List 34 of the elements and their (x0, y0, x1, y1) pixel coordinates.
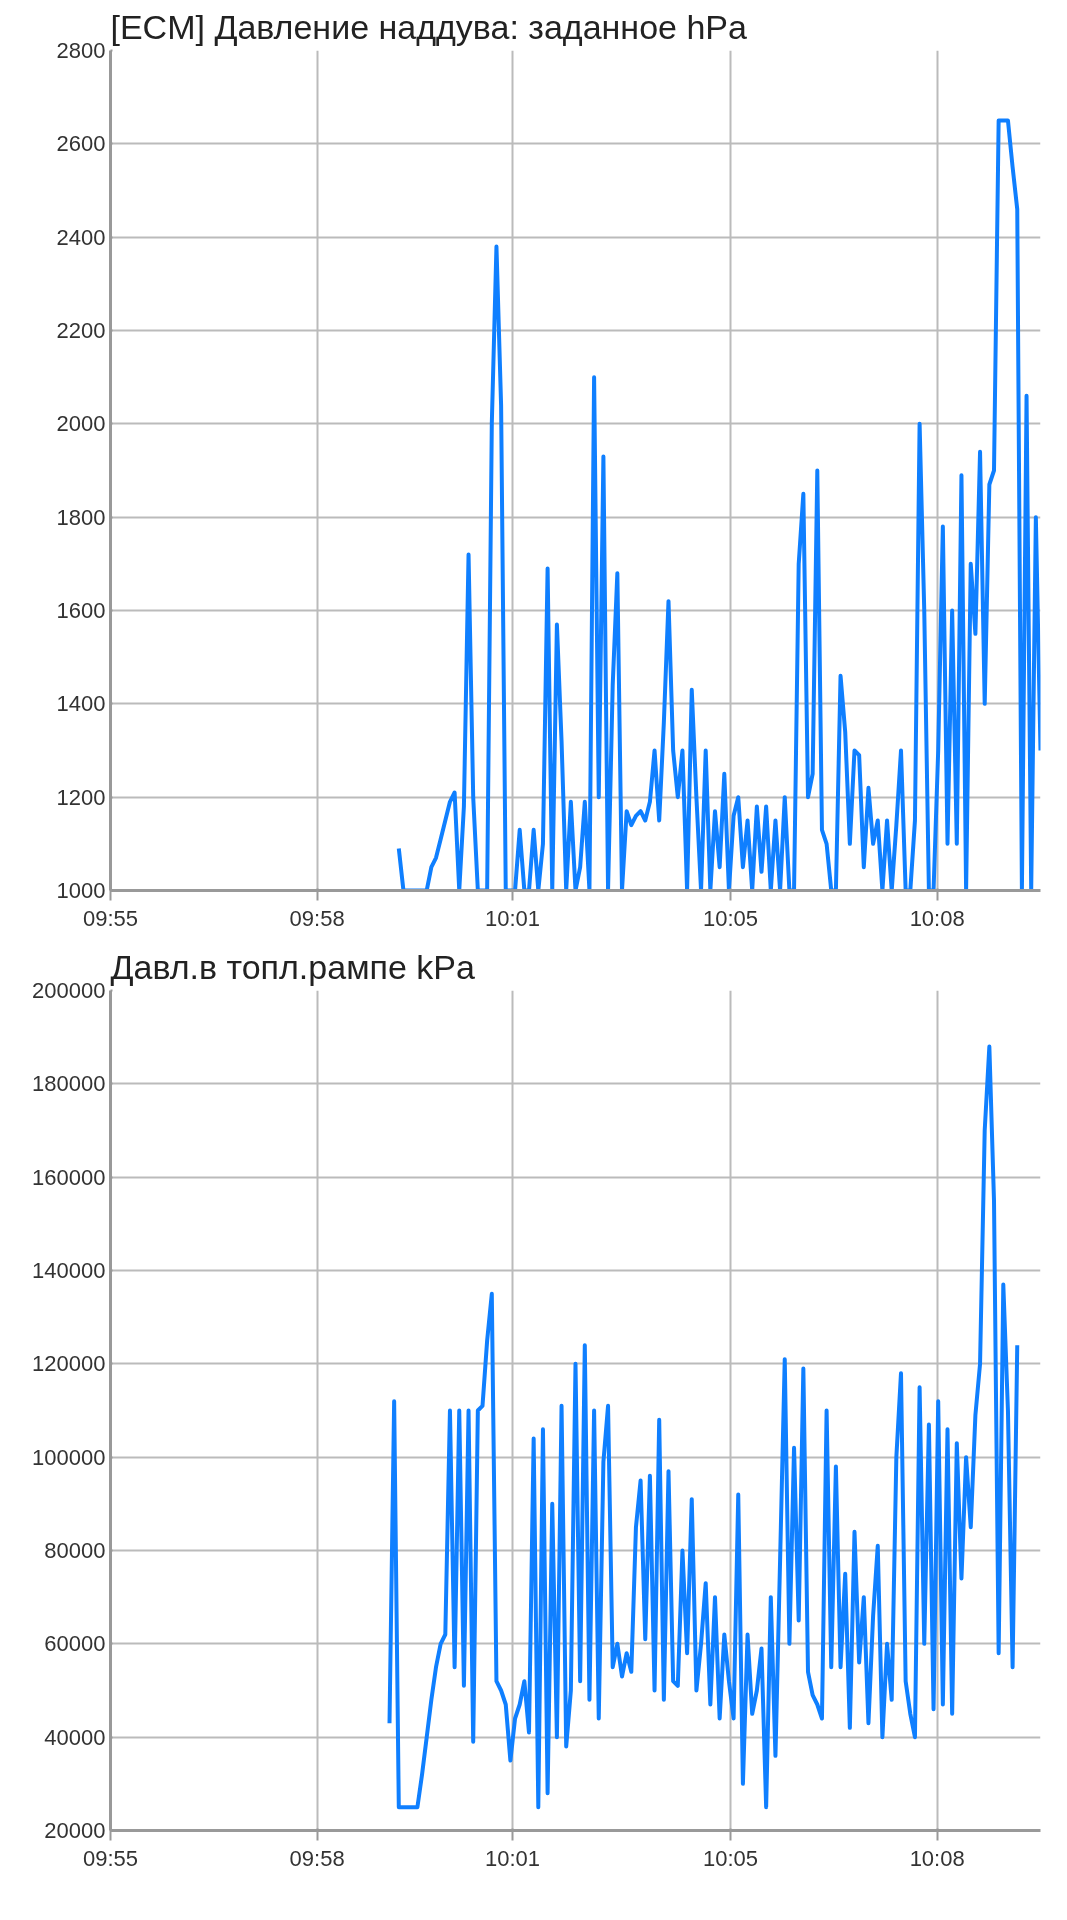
y-tick-label: 20000 (44, 1818, 106, 1843)
x-tick-label: 09:55 (82, 905, 139, 931)
x-tick-label: 09:58 (289, 1845, 345, 1871)
y-tick-label: 100000 (32, 1444, 106, 1470)
y-tick-label: 1600 (56, 598, 106, 623)
chart-title: [ECM] Давление наддува: заданное hPa (110, 7, 747, 46)
x-tick-label: 10:05 (702, 905, 759, 931)
y-tick-label: 2600 (56, 131, 106, 157)
y-tick-label: 2400 (56, 224, 106, 250)
x-tick-label: 10:08 (909, 1845, 965, 1871)
line-series (387, 1044, 1020, 1810)
x-tick-label: 09:58 (289, 905, 345, 931)
y-tick-label: 2800 (56, 38, 106, 63)
y-tick-label: 1000 (56, 878, 106, 903)
y-tick-label: 2000 (56, 411, 106, 437)
line-series (396, 118, 1041, 891)
y-tick-label: 1200 (56, 784, 106, 810)
y-tick-label: 1400 (56, 691, 106, 717)
y-tick-label: 1800 (56, 504, 106, 530)
y-tick-label: 120000 (32, 1351, 106, 1377)
chart-title: Давл.в топл.рампе kPa (110, 947, 475, 986)
y-tick-label: 80000 (44, 1538, 106, 1563)
y-tick-label: 40000 (44, 1724, 106, 1750)
x-tick-label: 09:55 (82, 1845, 139, 1871)
y-tick-label: 160000 (32, 1164, 106, 1190)
y-tick-label: 2200 (56, 318, 106, 343)
y-tick-label: 60000 (44, 1631, 106, 1657)
y-tick-label: 140000 (32, 1258, 106, 1283)
x-tick-label: 10:05 (702, 1845, 759, 1871)
x-tick-label: 10:01 (484, 1845, 540, 1871)
x-tick-label: 10:01 (484, 905, 540, 931)
y-tick-label: 180000 (32, 1071, 106, 1097)
y-tick-label: 200000 (32, 978, 106, 1003)
x-tick-label: 10:08 (909, 905, 965, 931)
